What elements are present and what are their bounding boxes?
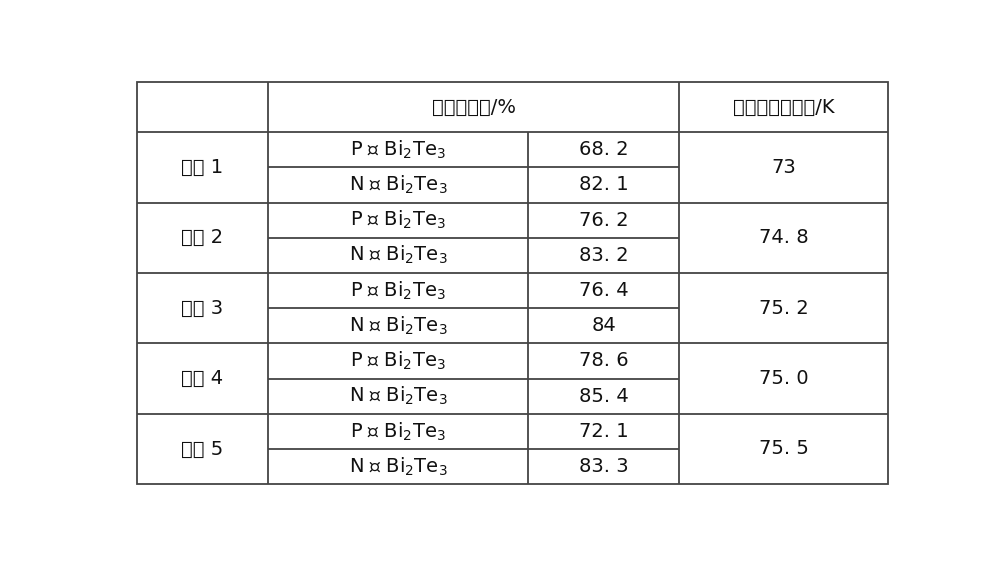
Text: 实验 2: 实验 2	[181, 228, 224, 247]
Text: 85. 4: 85. 4	[579, 387, 628, 406]
Text: 76. 4: 76. 4	[579, 281, 628, 300]
Text: N 型 Bi$_2$Te$_3$: N 型 Bi$_2$Te$_3$	[349, 385, 447, 407]
Text: 器件最大温度差/K: 器件最大温度差/K	[733, 98, 834, 117]
Text: 82. 1: 82. 1	[579, 176, 628, 195]
Text: 74. 8: 74. 8	[759, 228, 809, 247]
Text: P 型 Bi$_2$Te$_3$: P 型 Bi$_2$Te$_3$	[350, 420, 446, 443]
Text: 实验 3: 实验 3	[181, 298, 224, 318]
Text: 实验 4: 实验 4	[181, 369, 224, 388]
Text: 73: 73	[771, 158, 796, 177]
Text: 75. 2: 75. 2	[759, 298, 809, 318]
Text: 83. 3: 83. 3	[579, 457, 628, 476]
Text: N 型 Bi$_2$Te$_3$: N 型 Bi$_2$Te$_3$	[349, 244, 447, 266]
Text: 75. 0: 75. 0	[759, 369, 809, 388]
Text: P 型 Bi$_2$Te$_3$: P 型 Bi$_2$Te$_3$	[350, 139, 446, 161]
Text: P 型 Bi$_2$Te$_3$: P 型 Bi$_2$Te$_3$	[350, 209, 446, 231]
Text: 实验 5: 实验 5	[181, 439, 224, 458]
Text: N 型 Bi$_2$Te$_3$: N 型 Bi$_2$Te$_3$	[349, 174, 447, 196]
Text: 元件完好率/%: 元件完好率/%	[432, 98, 516, 117]
Text: N 型 Bi$_2$Te$_3$: N 型 Bi$_2$Te$_3$	[349, 456, 447, 478]
Text: 78. 6: 78. 6	[579, 351, 628, 370]
Text: 84: 84	[591, 316, 616, 335]
Text: 83. 2: 83. 2	[579, 246, 628, 265]
Text: P 型 Bi$_2$Te$_3$: P 型 Bi$_2$Te$_3$	[350, 279, 446, 302]
Text: P 型 Bi$_2$Te$_3$: P 型 Bi$_2$Te$_3$	[350, 350, 446, 372]
Text: N 型 Bi$_2$Te$_3$: N 型 Bi$_2$Te$_3$	[349, 315, 447, 337]
Text: 72. 1: 72. 1	[579, 422, 628, 441]
Text: 75. 5: 75. 5	[759, 439, 809, 458]
Text: 实验 1: 实验 1	[181, 158, 224, 177]
Text: 76. 2: 76. 2	[579, 210, 628, 229]
Text: 68. 2: 68. 2	[579, 140, 628, 159]
